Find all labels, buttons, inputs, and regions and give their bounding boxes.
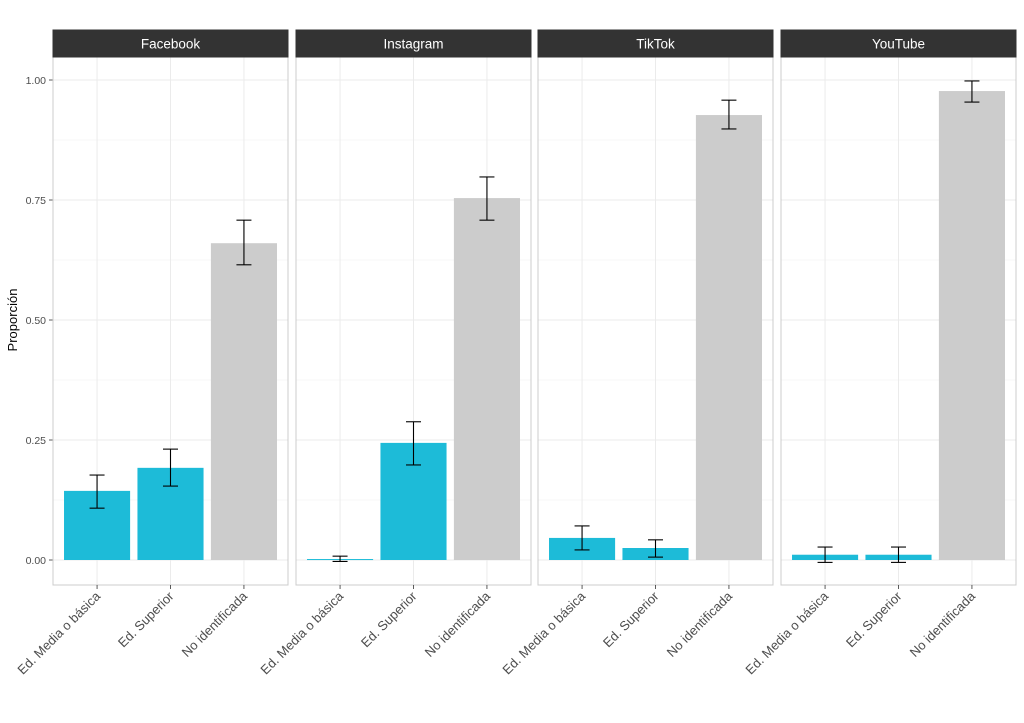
error-bar	[648, 539, 663, 558]
facet-strip-label: YouTube	[872, 37, 925, 52]
facet-panel-tiktok: TikTok Ed. Media o básica Ed. Superior No i…	[499, 29, 774, 677]
facet-strip	[537, 29, 774, 58]
x-tick-label: Ed. Superior	[358, 588, 420, 650]
bar-tiktok-3	[695, 115, 762, 560]
bar-instagram-3	[453, 198, 520, 560]
x-tick-label: No identificada	[907, 588, 979, 660]
bar-facebook-3	[210, 243, 277, 560]
error-bar	[236, 219, 252, 266]
y-tick-label: 0.00	[26, 555, 47, 567]
facet-panel-youtube: YouTube Ed. Media o básica Ed. Superior No …	[742, 29, 1017, 677]
error-bar	[89, 474, 105, 509]
y-axis-title: Proporción	[5, 289, 20, 352]
facet-panel-instagram: Instagram Ed. Media o básica Ed. Superior N…	[257, 29, 532, 677]
y-tick-label: 1.00	[26, 75, 47, 87]
facet-strip	[780, 29, 1017, 58]
error-bar	[332, 555, 348, 562]
error-bar	[817, 546, 833, 563]
x-tick-label: No identificada	[422, 588, 494, 660]
facet-strip-label: TikTok	[636, 37, 675, 52]
error-bar	[891, 546, 906, 563]
y-tick-label: 0.75	[26, 195, 47, 207]
error-bar	[964, 80, 980, 103]
x-tick-label: No identificada	[664, 588, 736, 660]
x-tick-label: Ed. Media o básica	[499, 588, 588, 677]
error-bar	[479, 176, 495, 221]
y-tick-label: 0.50	[26, 315, 47, 327]
error-bar	[721, 99, 737, 130]
error-bar	[406, 421, 421, 466]
facet-panel-facebook: Facebook Ed. Media o básica Ed. Superior No…	[14, 29, 289, 677]
facet-strip	[52, 29, 289, 58]
error-bar	[574, 525, 590, 551]
x-tick-label: Ed. Media o básica	[257, 588, 346, 677]
x-tick-label: Ed. Superior	[115, 588, 177, 650]
error-bar	[163, 448, 178, 487]
x-tick-label: No identificada	[179, 588, 251, 660]
x-tick-label: Ed. Media o básica	[742, 588, 831, 677]
x-tick-label: Ed. Superior	[600, 588, 662, 650]
y-tick-label: 0.25	[26, 435, 47, 447]
facet-strip	[295, 29, 532, 58]
x-tick-label: Ed. Media o básica	[14, 588, 103, 677]
x-tick-label: Ed. Superior	[843, 588, 905, 650]
y-axis: 0.00 0.25 0.50 0.75 1.00	[26, 75, 53, 567]
facet-strip-label: Facebook	[141, 37, 201, 52]
facet-strip-label: Instagram	[383, 37, 443, 52]
bar-youtube-3	[938, 91, 1005, 560]
